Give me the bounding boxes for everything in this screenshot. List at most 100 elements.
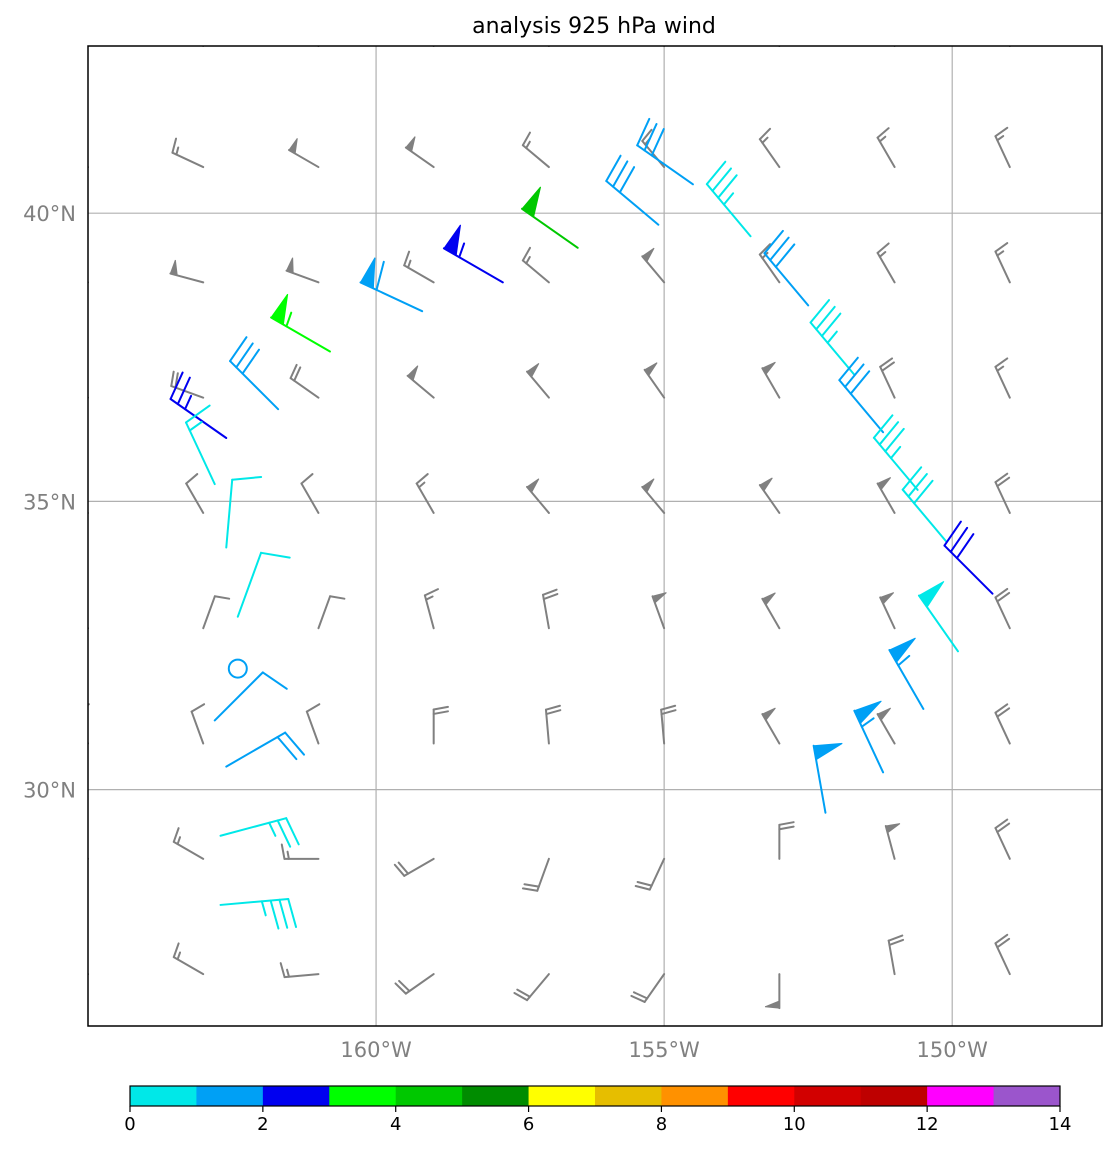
- barb-full: [996, 937, 1011, 949]
- barb-flag: [526, 363, 540, 378]
- barb-half: [876, 18, 881, 24]
- background-barb: [876, 18, 896, 47]
- colorbar-swatch: [794, 1086, 862, 1106]
- barb-half: [458, 242, 466, 259]
- barb-full: [849, 370, 871, 395]
- barb-flag: [651, 592, 667, 604]
- barb-half: [176, 836, 182, 846]
- background-barb: [88, 856, 89, 860]
- barb-full: [879, 357, 894, 368]
- background-barb: [994, 242, 1011, 284]
- barb-full: [293, 366, 302, 382]
- barb-flag: [169, 259, 178, 277]
- track-barb: [270, 293, 331, 353]
- barb-flag: [526, 478, 540, 494]
- background-barb: [879, 592, 896, 630]
- background-barb: [88, 396, 89, 399]
- y-tick-label: 35°N: [23, 490, 76, 514]
- barb-half: [826, 330, 838, 344]
- barb-full: [774, 243, 796, 268]
- barb-full: [755, 10, 763, 22]
- barb-full: [994, 933, 1009, 945]
- barb-shaft: [88, 396, 89, 399]
- barb-full: [994, 357, 1009, 368]
- barb-full: [241, 348, 260, 375]
- background-barb: [423, 588, 439, 630]
- background-barb: [279, 962, 320, 979]
- barb-shaft: [879, 365, 896, 399]
- barb-shaft: [423, 594, 435, 630]
- barb-shaft: [876, 251, 896, 284]
- barb-shaft: [300, 482, 320, 514]
- barb-flag: [405, 136, 416, 153]
- x-axis-ticks: 160°W 155°W 150°W: [340, 1038, 988, 1062]
- barb-shaft: [777, 46, 781, 47]
- background-barb: [544, 704, 562, 745]
- plot-frame: [87, 45, 1103, 1027]
- track-barb: [917, 580, 959, 653]
- background-barb: [876, 707, 896, 745]
- barb-full: [278, 898, 289, 929]
- barb-shaft: [236, 551, 263, 618]
- barb-full: [544, 704, 561, 711]
- track-barb: [229, 336, 280, 411]
- background-barb: [88, 626, 89, 630]
- background-barb: [300, 473, 320, 514]
- barb-full: [660, 704, 677, 711]
- barb-full: [778, 821, 795, 826]
- barb-full: [185, 404, 211, 424]
- barb-flag: [285, 257, 294, 274]
- background-barb: [994, 126, 1011, 169]
- barb-half: [525, 256, 531, 265]
- barb-full: [521, 887, 539, 892]
- barb-flag: [764, 1000, 780, 1009]
- barb-full: [305, 703, 321, 713]
- background-barb: [879, 357, 896, 399]
- barb-full: [521, 246, 532, 262]
- barb-shaft: [758, 253, 781, 284]
- barb-full: [516, 988, 531, 998]
- barb-full: [990, 8, 1000, 18]
- background-barb: [403, 250, 435, 284]
- y-tick-label: 30°N: [23, 779, 76, 803]
- background-barb: [764, 973, 781, 1010]
- barb-full: [329, 595, 346, 600]
- barb-flag: [641, 478, 655, 494]
- barb-full: [284, 731, 306, 756]
- barb-full: [521, 131, 532, 147]
- background-barb: [755, 10, 781, 47]
- barb-half: [268, 821, 277, 837]
- barb-full: [650, 128, 665, 157]
- colorbar-swatch: [262, 1086, 330, 1106]
- track-barb: [812, 742, 843, 814]
- barb-full: [643, 122, 658, 152]
- barb-shaft: [943, 544, 994, 595]
- background-barb: [521, 857, 550, 892]
- barb-shaft: [283, 973, 320, 979]
- barb-shaft: [544, 708, 550, 745]
- barb-full: [660, 709, 677, 716]
- barb-full: [53, 265, 54, 279]
- background-barb: [761, 592, 781, 630]
- barb-full: [876, 242, 890, 254]
- barb-full: [404, 15, 409, 29]
- barb-half: [878, 251, 887, 258]
- barb-full: [542, 593, 559, 601]
- barb-half: [408, 24, 410, 31]
- barb-full: [994, 472, 1009, 484]
- barb-half: [58, 273, 59, 280]
- barb-shaft: [225, 731, 287, 768]
- barb-shaft: [994, 250, 1011, 284]
- barb-full: [901, 466, 923, 491]
- colorbar-swatch: [993, 1086, 1061, 1106]
- background-barb: [172, 827, 205, 860]
- barb-half: [860, 717, 875, 728]
- barb-full: [763, 229, 784, 255]
- barb-half: [417, 481, 426, 489]
- barb-full: [229, 336, 248, 363]
- barb-half: [878, 135, 887, 143]
- background-barb: [53, 265, 89, 284]
- barb-full: [423, 588, 439, 597]
- barb-shaft: [88, 46, 89, 47]
- background-barb: [542, 588, 559, 630]
